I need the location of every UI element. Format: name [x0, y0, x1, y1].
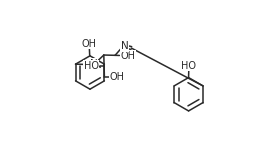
Text: OH: OH	[110, 72, 125, 82]
Text: HO: HO	[84, 61, 99, 71]
Text: N: N	[120, 41, 128, 51]
Text: OH: OH	[82, 39, 97, 49]
Text: OH: OH	[121, 51, 136, 61]
Text: HO: HO	[181, 61, 196, 71]
Text: N: N	[90, 59, 98, 69]
